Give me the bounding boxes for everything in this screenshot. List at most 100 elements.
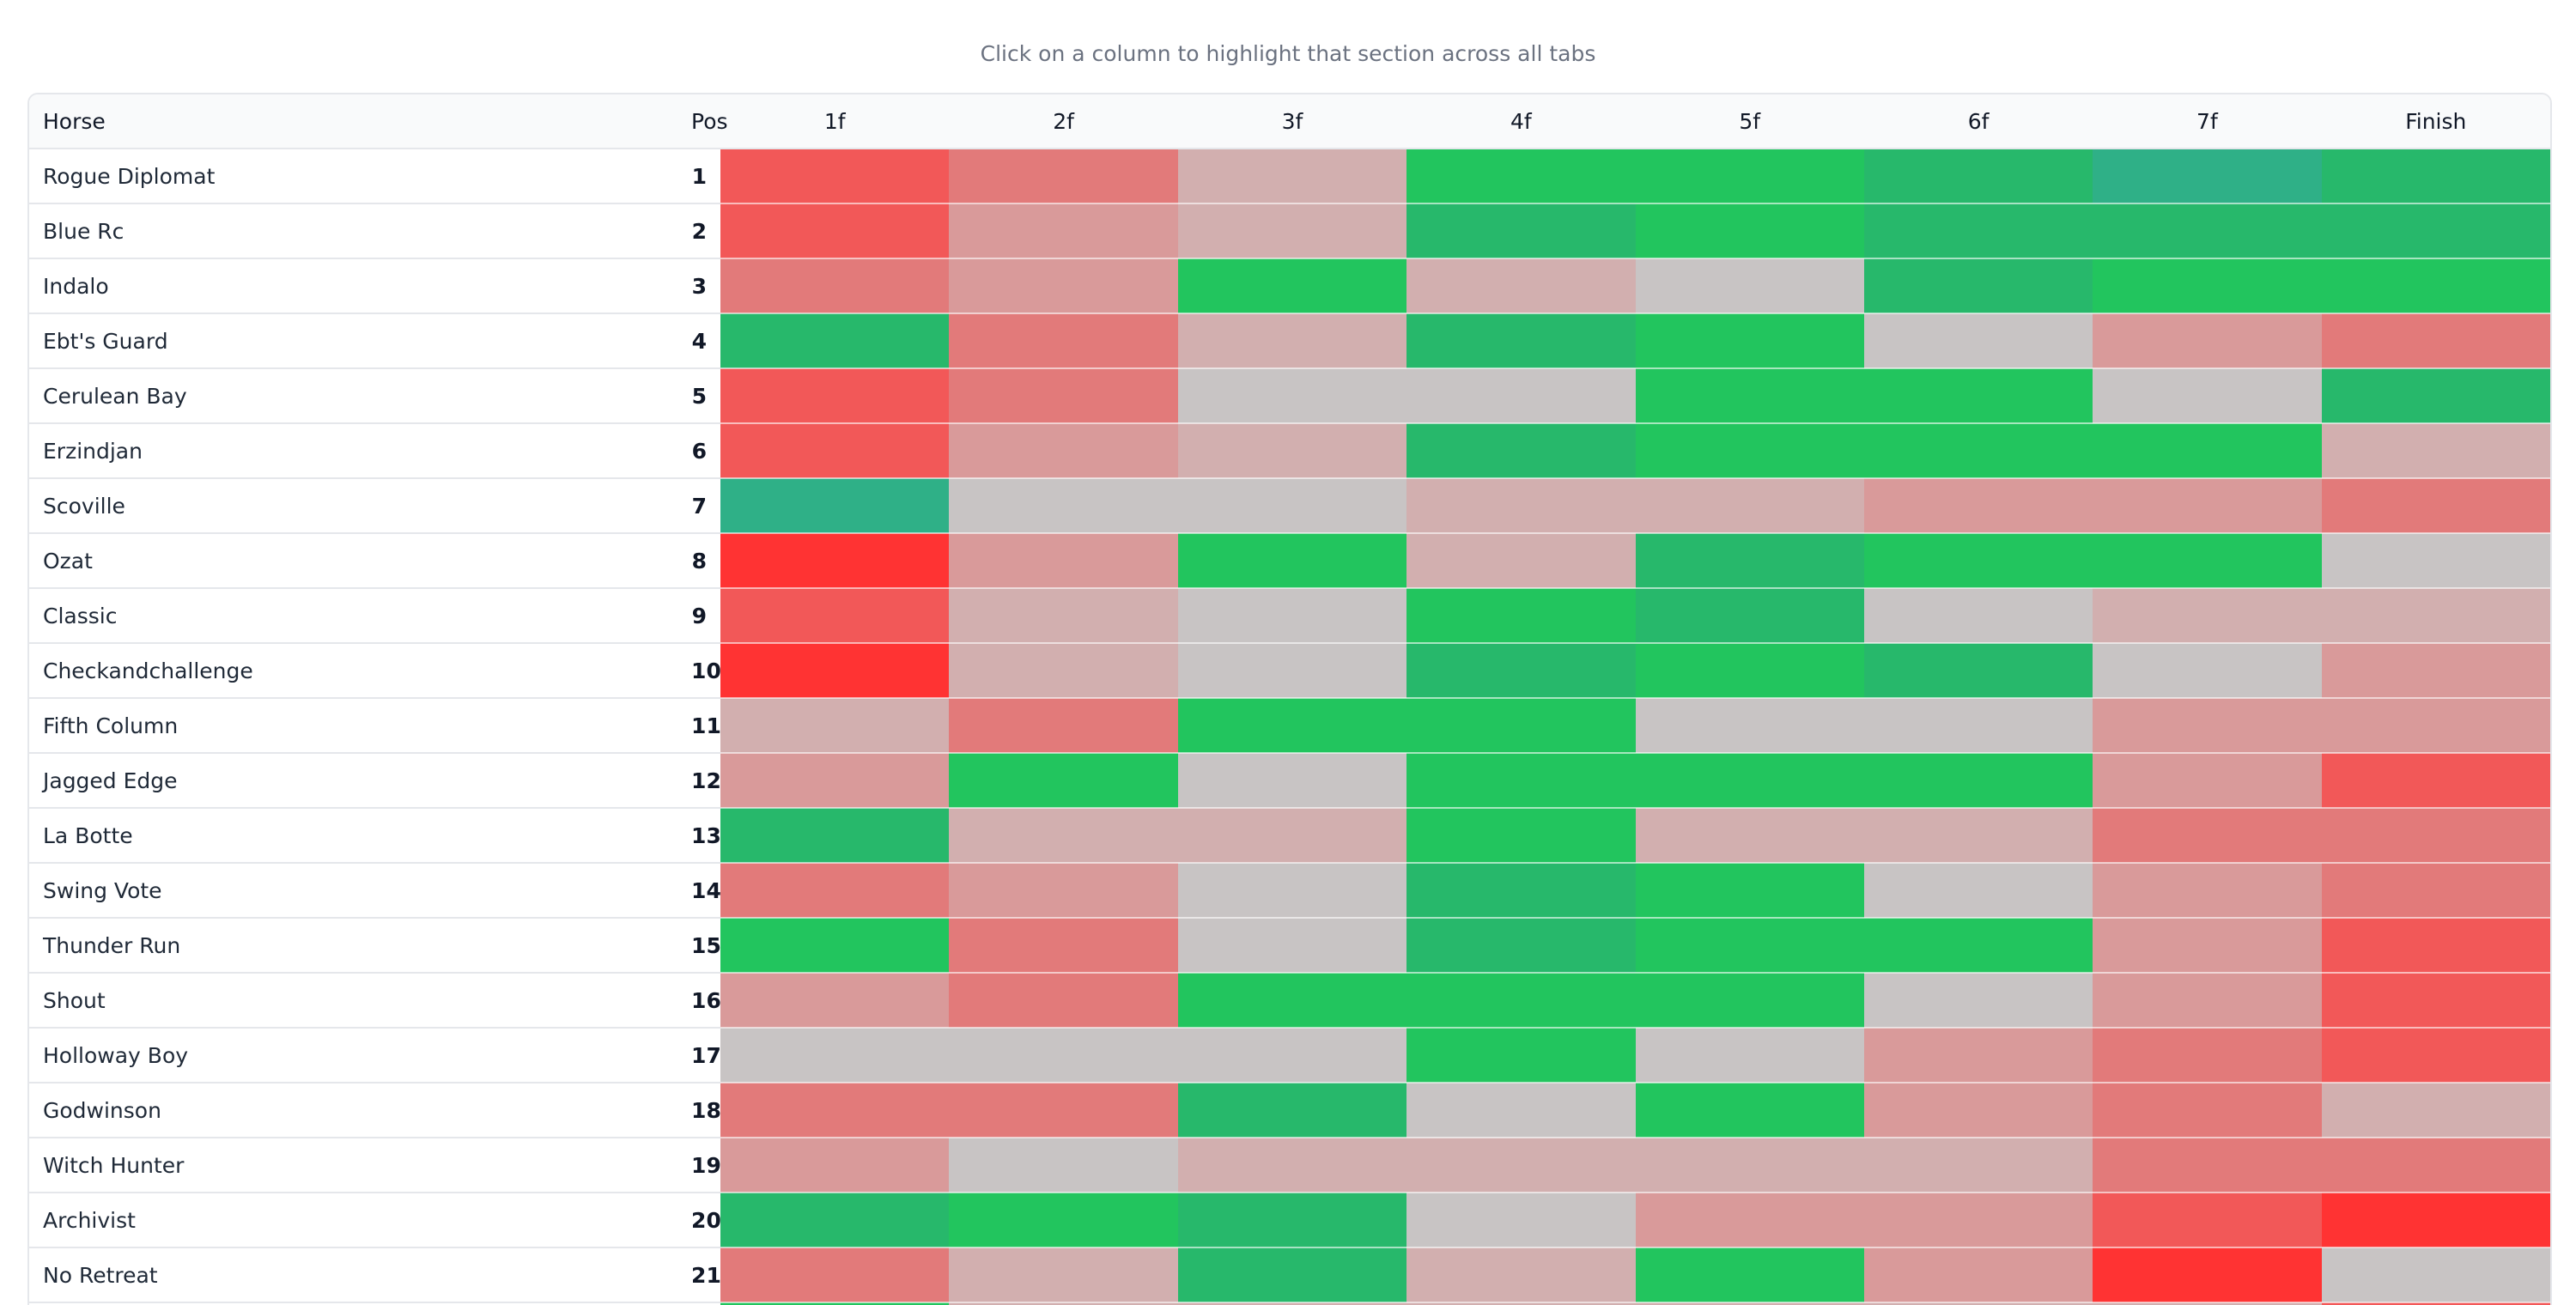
sectional-cell-6f[interactable] [1863, 808, 2093, 864]
sectional-cell-3f[interactable] [1177, 808, 1407, 864]
sectional-cell-5f[interactable] [1635, 588, 1864, 644]
sectional-cell-1f[interactable] [720, 1302, 950, 1305]
sectional-cell-2f[interactable] [949, 478, 1178, 534]
sectional-cell-5f[interactable] [1635, 973, 1864, 1029]
sectional-cell-4f[interactable] [1406, 973, 1636, 1029]
sectional-cell-2f[interactable] [949, 258, 1178, 314]
sectional-cell-5f[interactable] [1635, 698, 1864, 754]
sectional-cell-4f[interactable] [1406, 588, 1636, 644]
sectional-cell-finish[interactable] [2321, 478, 2550, 534]
sectional-cell-5f[interactable] [1635, 1138, 1864, 1193]
sectional-cell-finish[interactable] [2321, 258, 2550, 314]
sectional-cell-7f[interactable] [2093, 258, 2322, 314]
sectional-cell-1f[interactable] [720, 1028, 950, 1083]
sectional-cell-finish[interactable] [2321, 533, 2550, 589]
sectional-cell-3f[interactable] [1177, 1028, 1407, 1083]
column-header-6f[interactable]: 6f [1863, 94, 2093, 149]
sectional-cell-3f[interactable] [1177, 588, 1407, 644]
sectional-cell-4f[interactable] [1406, 1028, 1636, 1083]
sectional-cell-3f[interactable] [1177, 1138, 1407, 1193]
sectional-cell-2f[interactable] [949, 313, 1178, 369]
sectional-cell-2f[interactable] [949, 643, 1178, 699]
sectional-cell-7f[interactable] [2093, 643, 2322, 699]
sectional-cell-7f[interactable] [2093, 533, 2322, 589]
sectional-cell-5f[interactable] [1635, 753, 1864, 809]
sectional-cell-1f[interactable] [720, 863, 950, 919]
sectional-cell-6f[interactable] [1863, 1028, 2093, 1083]
sectional-cell-finish[interactable] [2321, 1138, 2550, 1193]
sectional-cell-7f[interactable] [2093, 1083, 2322, 1138]
sectional-cell-finish[interactable] [2321, 863, 2550, 919]
sectional-cell-4f[interactable] [1406, 423, 1636, 479]
sectional-cell-3f[interactable] [1177, 203, 1407, 259]
sectional-cell-7f[interactable] [2093, 1138, 2322, 1193]
sectional-cell-4f[interactable] [1406, 643, 1636, 699]
sectional-cell-3f[interactable] [1177, 478, 1407, 534]
sectional-cell-2f[interactable] [949, 1028, 1178, 1083]
sectional-cell-1f[interactable] [720, 753, 950, 809]
sectional-cell-5f[interactable] [1635, 478, 1864, 534]
sectional-cell-2f[interactable] [949, 863, 1178, 919]
sectional-cell-finish[interactable] [2321, 643, 2550, 699]
sectional-cell-5f[interactable] [1635, 533, 1864, 589]
sectional-cell-7f[interactable] [2093, 1193, 2322, 1248]
sectional-cell-6f[interactable] [1863, 1193, 2093, 1248]
sectional-cell-6f[interactable] [1863, 753, 2093, 809]
sectional-cell-finish[interactable] [2321, 753, 2550, 809]
sectional-cell-finish[interactable] [2321, 918, 2550, 974]
sectional-cell-4f[interactable] [1406, 698, 1636, 754]
sectional-cell-1f[interactable] [720, 1083, 950, 1138]
sectional-cell-3f[interactable] [1177, 973, 1407, 1029]
sectional-cell-4f[interactable] [1406, 478, 1636, 534]
sectional-cell-finish[interactable] [2321, 149, 2550, 204]
sectional-cell-finish[interactable] [2321, 1028, 2550, 1083]
sectional-cell-2f[interactable] [949, 973, 1178, 1029]
sectional-cell-5f[interactable] [1635, 1193, 1864, 1248]
sectional-cell-2f[interactable] [949, 368, 1178, 424]
sectional-cell-7f[interactable] [2093, 1028, 2322, 1083]
sectional-cell-3f[interactable] [1177, 698, 1407, 754]
sectional-cell-7f[interactable] [2093, 753, 2322, 809]
sectional-cell-7f[interactable] [2093, 973, 2322, 1029]
sectional-cell-7f[interactable] [2093, 863, 2322, 919]
sectional-cell-4f[interactable] [1406, 1138, 1636, 1193]
sectional-cell-6f[interactable] [1863, 1302, 2093, 1305]
sectional-cell-5f[interactable] [1635, 258, 1864, 314]
sectional-cell-6f[interactable] [1863, 1138, 2093, 1193]
sectional-cell-6f[interactable] [1863, 643, 2093, 699]
sectional-cell-1f[interactable] [720, 313, 950, 369]
sectional-cell-1f[interactable] [720, 258, 950, 314]
sectional-cell-3f[interactable] [1177, 753, 1407, 809]
sectional-cell-5f[interactable] [1635, 808, 1864, 864]
sectional-cell-5f[interactable] [1635, 203, 1864, 259]
sectional-cell-1f[interactable] [720, 1247, 950, 1303]
sectional-cell-4f[interactable] [1406, 149, 1636, 204]
sectional-cell-1f[interactable] [720, 203, 950, 259]
sectional-cell-7f[interactable] [2093, 698, 2322, 754]
sectional-cell-2f[interactable] [949, 918, 1178, 974]
sectional-cell-3f[interactable] [1177, 1302, 1407, 1305]
sectional-cell-finish[interactable] [2321, 698, 2550, 754]
sectional-cell-finish[interactable] [2321, 588, 2550, 644]
sectional-cell-7f[interactable] [2093, 1247, 2322, 1303]
column-header-finish[interactable]: Finish [2321, 94, 2550, 149]
sectional-cell-5f[interactable] [1635, 1247, 1864, 1303]
sectional-cell-4f[interactable] [1406, 808, 1636, 864]
sectional-cell-5f[interactable] [1635, 918, 1864, 974]
sectional-cell-6f[interactable] [1863, 149, 2093, 204]
sectional-cell-2f[interactable] [949, 1138, 1178, 1193]
sectional-cell-7f[interactable] [2093, 149, 2322, 204]
sectional-cell-4f[interactable] [1406, 918, 1636, 974]
sectional-cell-3f[interactable] [1177, 1193, 1407, 1248]
sectional-cell-finish[interactable] [2321, 313, 2550, 369]
sectional-cell-4f[interactable] [1406, 368, 1636, 424]
sectional-cell-1f[interactable] [720, 423, 950, 479]
sectional-cell-6f[interactable] [1863, 698, 2093, 754]
sectional-cell-6f[interactable] [1863, 863, 2093, 919]
sectional-cell-1f[interactable] [720, 368, 950, 424]
sectional-cell-3f[interactable] [1177, 918, 1407, 974]
sectional-cell-3f[interactable] [1177, 149, 1407, 204]
sectional-cell-4f[interactable] [1406, 203, 1636, 259]
sectional-cell-1f[interactable] [720, 918, 950, 974]
sectional-cell-2f[interactable] [949, 1193, 1178, 1248]
